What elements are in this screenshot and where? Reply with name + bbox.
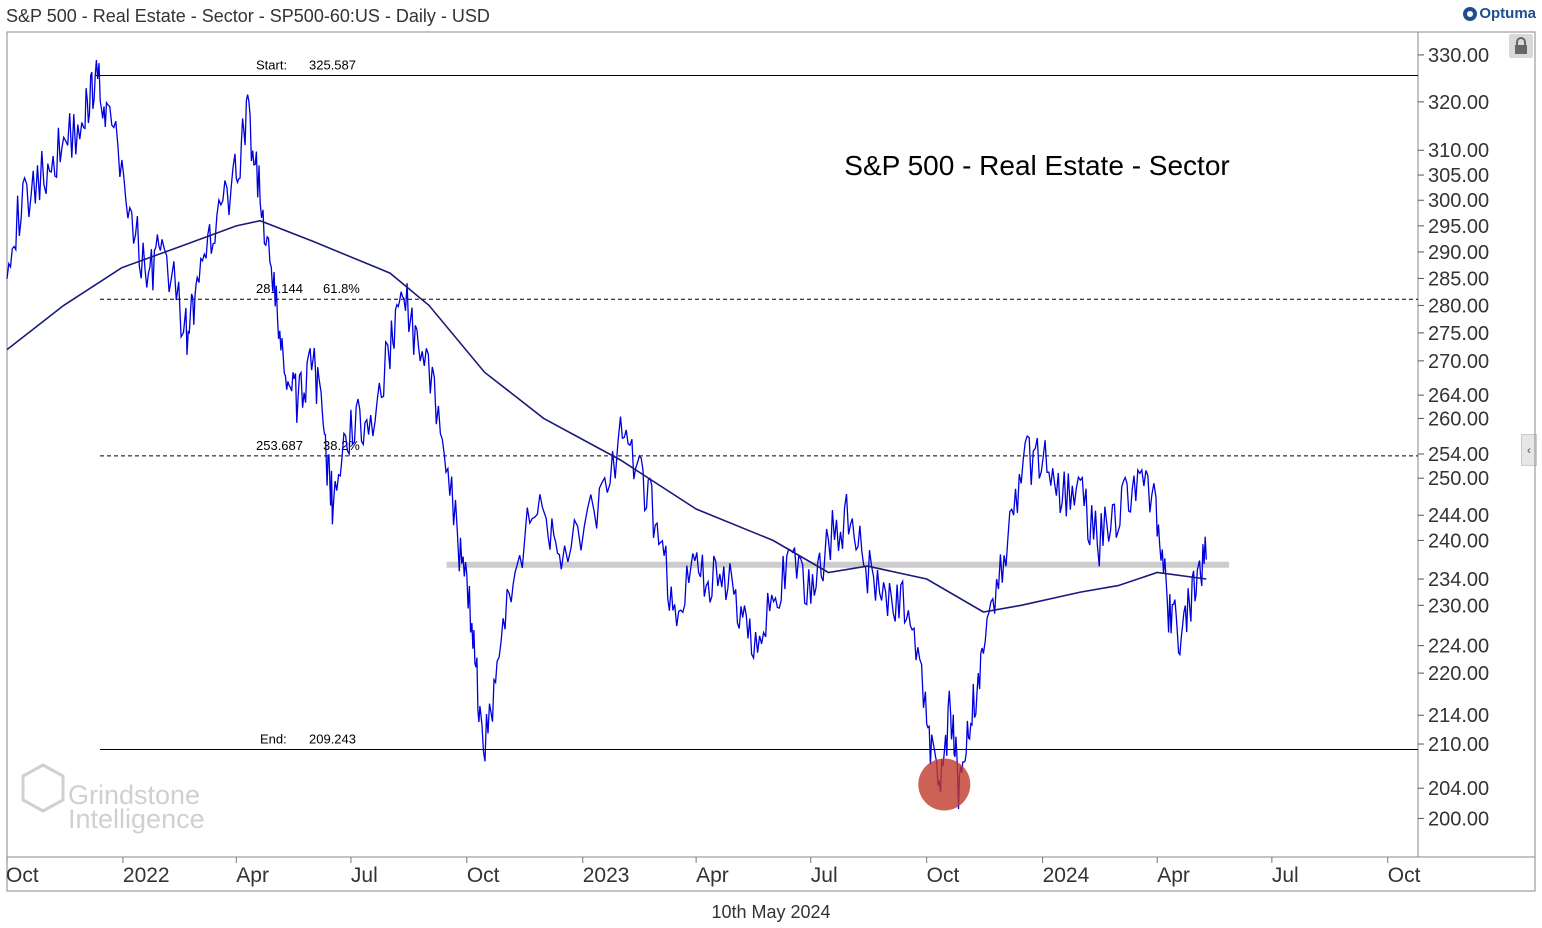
x-tick-label: Oct [6, 864, 39, 887]
highlight-circle [918, 758, 971, 811]
collapse-panel-icon[interactable]: ‹ [1521, 434, 1537, 466]
price-series-line [6, 60, 1207, 810]
y-axis-border [1417, 31, 1536, 858]
chart-header-title: S&P 500 - Real Estate - Sector - SP500-6… [6, 6, 490, 26]
y-tick-label: 270.00 [1428, 351, 1489, 373]
y-tick-label: 305.00 [1428, 165, 1489, 187]
grindstone-watermark: Grindstone Intelligence [21, 763, 205, 834]
level-value: 325.587 [309, 57, 356, 72]
fib-levels: Start: 325.587 281.144 61.8% 253.687 38.2% End… [95, 57, 1418, 751]
x-tick-label: 2024 [1043, 864, 1090, 887]
grindstone-logo-icon [21, 763, 65, 813]
y-tick-label: 264.00 [1428, 385, 1489, 407]
y-tick-label: 234.00 [1428, 569, 1489, 591]
level-label: End: [260, 732, 287, 747]
series-group [6, 60, 1207, 810]
optuma-logo-text: Optuma [1479, 5, 1536, 22]
level-label: Start: [256, 57, 287, 72]
x-axis: Oct 2022 Apr Jul Oct 2023 Apr Jul Oct 2024 Apr Jul O… [6, 857, 1421, 887]
highlight-group [918, 758, 971, 811]
x-tick-label: Jul [1272, 864, 1299, 887]
x-tick-label: Jul [811, 864, 838, 887]
x-tick-label: Oct [467, 864, 500, 887]
y-tick-label: 204.00 [1428, 778, 1489, 800]
x-axis-border [6, 856, 1536, 892]
y-tick-label: 244.00 [1428, 505, 1489, 527]
level-label: 253.687 [256, 438, 303, 453]
watermark-line2: Intelligence [68, 804, 205, 834]
y-tick-label: 320.00 [1428, 92, 1489, 114]
level-value: 61.8% [323, 281, 360, 296]
x-tick-label: Oct [1388, 864, 1421, 887]
y-tick-label: 254.00 [1428, 444, 1489, 466]
lock-icon[interactable] [1509, 34, 1533, 58]
y-tick-label: 240.00 [1428, 530, 1489, 552]
y-tick-label: 214.00 [1428, 705, 1489, 727]
y-tick-label: 290.00 [1428, 242, 1489, 264]
y-tick-label: 260.00 [1428, 408, 1489, 430]
watermark-line1: Grindstone [68, 780, 200, 810]
level-value: 209.243 [309, 732, 356, 747]
level-value: 38.2% [323, 438, 360, 453]
y-tick-label: 210.00 [1428, 734, 1489, 756]
y-tick-label: 280.00 [1428, 295, 1489, 317]
x-tick-label: Apr [236, 864, 269, 887]
y-tick-label: 230.00 [1428, 595, 1489, 617]
y-tick-label: 300.00 [1428, 190, 1489, 212]
y-tick-label: 275.00 [1428, 323, 1489, 345]
y-tick-label: 250.00 [1428, 468, 1489, 490]
chart-title: S&P 500 - Real Estate - Sector [844, 150, 1229, 181]
x-tick-label: Apr [696, 864, 729, 887]
y-tick-label: 330.00 [1428, 45, 1489, 67]
x-tick-label: 2023 [583, 864, 630, 887]
y-tick-label: 295.00 [1428, 216, 1489, 238]
footer-date: 10th May 2024 [711, 902, 831, 922]
y-tick-label: 310.00 [1428, 140, 1489, 162]
y-tick-label: 285.00 [1428, 268, 1489, 290]
y-tick-label: 220.00 [1428, 663, 1489, 685]
y-tick-label: 200.00 [1428, 808, 1489, 830]
x-tick-label: 2022 [123, 864, 170, 887]
x-tick-label: Oct [927, 864, 960, 887]
optuma-logo-icon [1463, 6, 1478, 21]
level-label: 281.144 [256, 281, 303, 296]
moving-average-line [6, 219, 1207, 613]
x-tick-label: Apr [1157, 864, 1190, 887]
optuma-logo: Optuma [1463, 5, 1536, 22]
y-tick-label: 224.00 [1428, 636, 1489, 658]
x-tick-label: Jul [351, 864, 378, 887]
y-axis: 330.00 320.00 310.00 305.00 300.00 295.00 290.… [1418, 45, 1489, 830]
